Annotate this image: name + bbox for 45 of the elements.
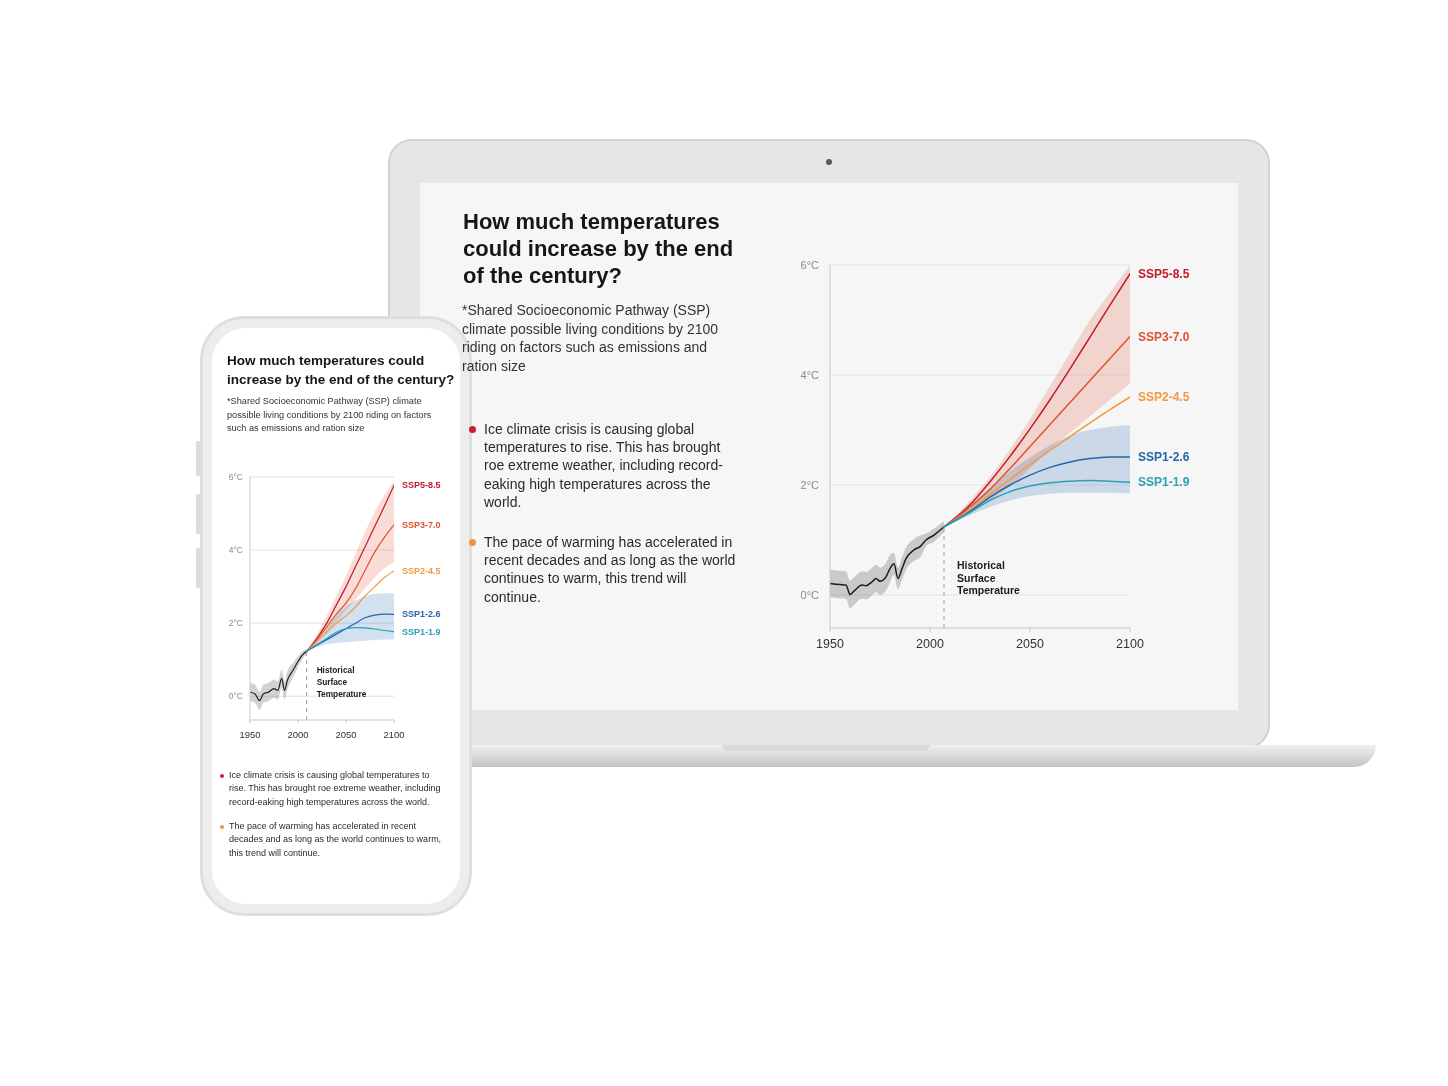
chart-subtitle: *Shared Socioeconomic Pathway (SSP) climate possible living conditions by 2100 riding on factors such as emissions and ration size [227,395,433,435]
chart-title: How much temperatures could increase by the end of the century? [227,352,456,389]
series-label: SSP1-2.6 [1138,449,1190,464]
series-label: SSP3-7.0 [1138,329,1190,344]
y-tick-label: 2°C [228,618,243,629]
series-label: SSP2-4.5 [1138,390,1190,404]
y-tick-label: 0°C [228,691,243,702]
line-series [943,479,1130,528]
ref-line-label: Historical Surface Temperature [316,665,367,699]
line-series [306,570,394,652]
series-label: SSP2-4.5 [402,565,441,576]
series-label: SSP3-7.0 [402,519,441,530]
line-series [306,613,394,652]
series-label: SSP1-1.9 [1138,475,1190,490]
x-tick-label: 2100 [383,728,405,740]
x-tick-label: 2000 [916,636,944,651]
line-series [306,524,394,652]
series-label: SSP5-8.5 [402,480,441,491]
x-tick-label: 2000 [287,728,309,740]
text: Ice climate crisis is causing global temperatures to rise. This has brought roe extreme weather, including record-eaking high temperatures across the world. [229,769,442,809]
x-tick-label: 1950 [816,636,844,651]
ref-line-label: Historical Surface Temperature [957,559,1020,596]
series-label: SSP1-1.9 [402,626,441,637]
x-tick-label: 2050 [1016,636,1044,651]
y-tick-label: 0°C [800,588,820,601]
y-tick-label: 6°C [800,258,820,271]
y-tick-label: 2°C [800,478,820,491]
x-tick-label: 2050 [335,728,357,740]
y-tick-label: 4°C [228,545,243,556]
y-tick-label: 6°C [228,472,243,483]
text: The pace of warming has accelerated in recent decades and as long as the world continues to warm, this trend will continue. [229,820,443,860]
text: *Shared Socioeconomic Pathway (SSP) climate possible living conditions by 2100 riding on factors such as emissions and ration size [462,301,720,376]
line-series [943,396,1130,528]
line-series [250,650,308,702]
line-series [943,335,1130,528]
line-series [830,526,945,596]
y-tick-label: 4°C [800,368,820,381]
text: How much temperatures could increase by the end of the century? [463,208,735,289]
line-series [306,626,394,652]
text: The pace of warming has accelerated in recent decades and as long as the world continues to warm, this trend will continue. [484,533,737,606]
text: Ice climate crisis is causing global temperatures to rise. This has brought roe extreme weather, including record-eaking high temperatures across the world. [484,420,724,512]
x-tick-label: 1950 [239,728,261,740]
series-label: SSP1-2.6 [402,609,441,620]
x-tick-label: 2100 [1116,636,1144,651]
series-label: SSP5-8.5 [1138,266,1190,281]
